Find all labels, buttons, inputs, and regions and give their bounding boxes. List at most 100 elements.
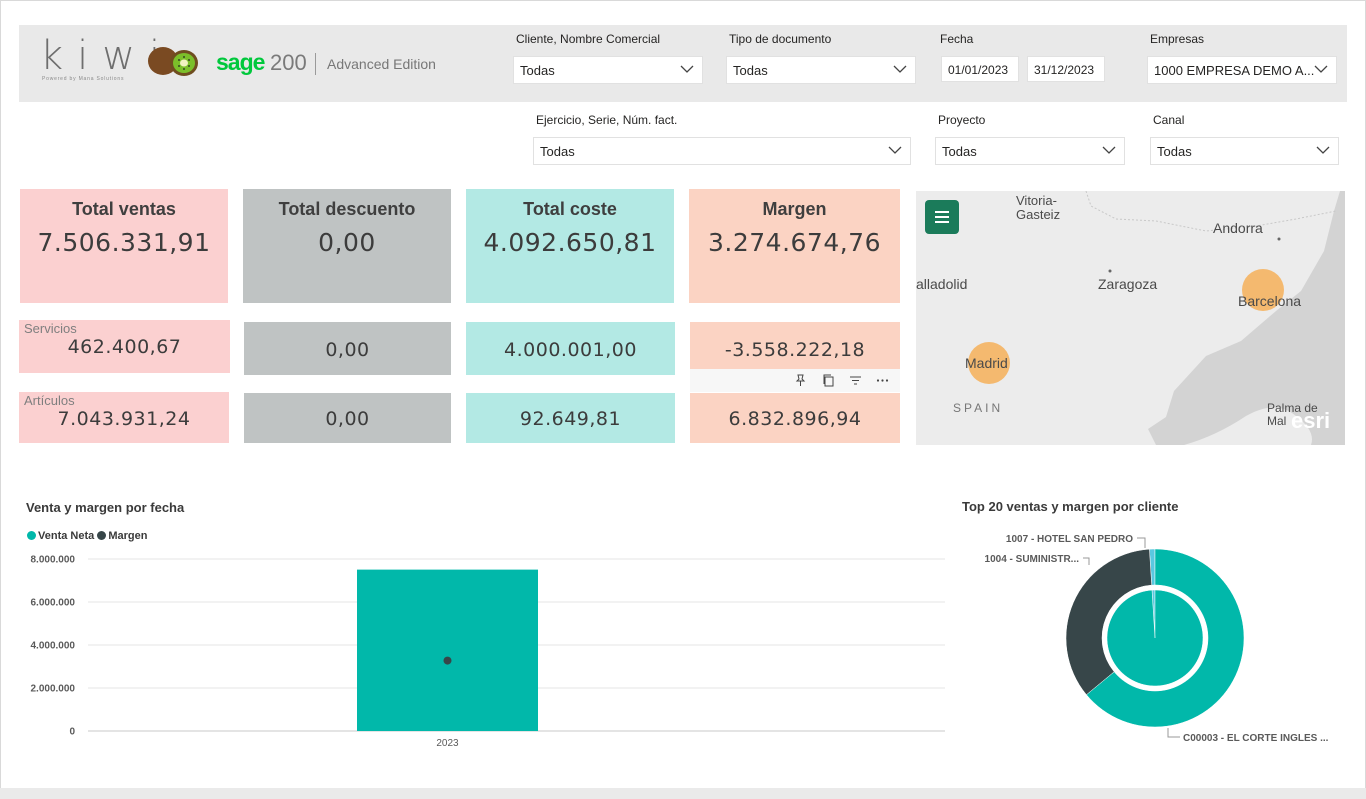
tipo-documento-slicer-value: Todas (733, 63, 768, 78)
filter-icon[interactable] (849, 374, 862, 387)
sage-version: 200 (270, 50, 307, 75)
donut-chart-title: Top 20 ventas y margen por cliente (962, 499, 1179, 514)
y-tick-label: 8.000.000 (31, 555, 76, 566)
chevron-down-icon (1316, 146, 1330, 154)
margen-card[interactable]: Margen 3.274.674,76 (689, 189, 900, 303)
cliente-slicer-dropdown[interactable]: Todas (513, 56, 703, 84)
canal-slicer-value: Todas (1157, 144, 1192, 159)
ventas-articulos-card[interactable]: Artículos 7.043.931,24 (19, 392, 229, 443)
tipo-documento-slicer-label: Tipo de documento (729, 32, 832, 46)
sage-separator (315, 53, 316, 75)
empresas-slicer-label: Empresas (1150, 32, 1205, 46)
map-background (916, 191, 1345, 445)
bar-chart-title: Venta y margen por fecha (26, 500, 185, 515)
copy-icon[interactable] (822, 374, 835, 387)
ejercicio-slicer-dropdown[interactable]: Todas (533, 137, 911, 165)
total-coste-card[interactable]: Total coste 4.092.650,81 (466, 189, 674, 303)
bar-chart-legend: Venta Neta Margen (27, 530, 147, 542)
sales-map[interactable]: Vitoria- Gasteiz Andorra alladolid Zarag… (916, 191, 1345, 445)
legend-venta-neta: Venta Neta (38, 530, 95, 542)
tipo-documento-slicer-dropdown[interactable]: Todas (726, 56, 916, 84)
y-tick-label: 6.000.000 (31, 598, 76, 609)
map-label-barcelona: Barcelona (1238, 293, 1302, 309)
pin-icon[interactable] (794, 374, 807, 387)
proyecto-slicer-label: Proyecto (938, 113, 986, 127)
margen-servicios-value: -3.558.222,18 (724, 339, 866, 361)
coste-articulos-card[interactable]: 92.649,81 (466, 393, 675, 443)
margen-articulos-card[interactable]: 6.832.896,94 (690, 393, 900, 443)
total-descuento-card[interactable]: Total descuento 0,00 (243, 189, 451, 303)
point-margen[interactable] (443, 656, 452, 665)
empresas-slicer-dropdown[interactable]: 1000 EMPRESA DEMO A... (1147, 56, 1337, 84)
canal-slicer-label: Canal (1153, 113, 1185, 127)
chevron-down-icon (680, 65, 694, 73)
map-label-palma: Palma de Mal (1267, 401, 1318, 428)
kiwi-logo-tagline: Powered by Mana Solutions (42, 76, 125, 82)
proyecto-slicer-value: Todas (942, 144, 977, 159)
margen-title: Margen (762, 199, 827, 219)
cliente-slicer-label: Cliente, Nombre Comercial (516, 32, 661, 46)
donut-leader-line (1167, 728, 1180, 738)
donut-slice-label: 1007 - HOTEL SAN PEDRO (1006, 534, 1133, 545)
total-descuento-value: 0,00 (318, 228, 376, 257)
fecha-hasta-input[interactable]: 31/12/2023 (1027, 56, 1105, 82)
total-ventas-title: Total ventas (72, 199, 176, 219)
total-coste-title: Total coste (523, 199, 617, 219)
kiwi-fruit-icon (148, 47, 198, 76)
donut-slice-label: 1004 - SUMINISTR... (985, 554, 1080, 565)
y-tick-label: 2.000.000 (31, 684, 76, 695)
chevron-down-icon (888, 146, 902, 154)
chevron-down-icon (1102, 146, 1116, 154)
x-tick-label: 2023 (436, 738, 459, 749)
kiwi-logo: kiwi Powered by Mana Solutions (40, 33, 175, 86)
donut-leader-line (1137, 537, 1146, 548)
canal-slicer-dropdown[interactable]: Todas (1150, 137, 1339, 165)
ejercicio-slicer-label: Ejercicio, Serie, Núm. fact. (536, 113, 678, 127)
legend-margen: Margen (108, 530, 148, 542)
total-coste-value: 4.092.650,81 (483, 228, 657, 257)
map-label-spain: SPAIN (953, 401, 1004, 415)
coste-servicios-value: 4.000.001,00 (504, 339, 637, 361)
fecha-desde-input[interactable]: 01/01/2023 (941, 56, 1019, 82)
barcelona-bubble[interactable] (1242, 269, 1284, 311)
sage-edition: Advanced Edition (327, 56, 436, 72)
empresas-slicer-value: 1000 EMPRESA DEMO A... (1154, 63, 1315, 78)
ventas-servicios-card[interactable]: Servicios 462.400,67 (19, 320, 230, 373)
map-menu-button[interactable] (925, 200, 959, 234)
bottom-scroll-strip (0, 788, 1366, 799)
margen-servicios-card[interactable]: -3.558.222,18 (690, 322, 900, 369)
ventas-servicios-value: 462.400,67 (67, 336, 182, 358)
outer-ring-slice[interactable] (1086, 548, 1245, 728)
madrid-bubble[interactable] (968, 342, 1010, 384)
ventas-articulos-value: 7.043.931,24 (57, 408, 191, 430)
servicios-label: Servicios (24, 321, 77, 336)
map-label-madrid: Madrid (965, 355, 1008, 371)
legend-margen-dot (97, 531, 107, 540)
donut-slice-label: C00003 - EL CORTE INGLES ... (1183, 733, 1329, 744)
donut-leader-line (1083, 557, 1090, 565)
chevron-down-icon (1314, 65, 1328, 73)
map-label-valladolid: alladolid (916, 276, 968, 292)
sage-logo: sage (216, 49, 265, 75)
esri-attribution-logo: esri (1291, 408, 1331, 433)
outer-ring-slice[interactable] (1065, 548, 1152, 696)
y-tick-label: 4.000.000 (31, 641, 76, 652)
total-descuento-title: Total descuento (278, 199, 416, 219)
inner-ring-slice[interactable] (1106, 589, 1204, 687)
chevron-down-icon (893, 65, 907, 73)
proyecto-slicer-dropdown[interactable]: Todas (935, 137, 1125, 165)
donut-chart[interactable]: 1007 - HOTEL SAN PEDRO 1004 - SUMINISTR..… (955, 520, 1355, 760)
kiwi-logo-word: kiwi (40, 33, 175, 79)
descuento-servicios-card[interactable]: 0,00 (244, 322, 451, 375)
total-ventas-value: 7.506.331,91 (37, 228, 211, 257)
cliente-slicer-value: Todas (520, 63, 555, 78)
map-label-zaragoza: Zaragoza (1098, 276, 1158, 292)
more-options-icon[interactable] (876, 374, 889, 387)
total-ventas-card[interactable]: Total ventas 7.506.331,91 (20, 189, 228, 303)
bar-venta-neta[interactable] (357, 569, 538, 731)
hamburger-icon (935, 211, 949, 223)
descuento-articulos-card[interactable]: 0,00 (244, 393, 451, 443)
coste-servicios-card[interactable]: 4.000.001,00 (466, 322, 675, 375)
legend-venta-neta-dot (27, 531, 36, 540)
bar-chart[interactable]: 0 2.000.000 4.000.000 6.000.000 8.000.000 202… (20, 545, 950, 755)
